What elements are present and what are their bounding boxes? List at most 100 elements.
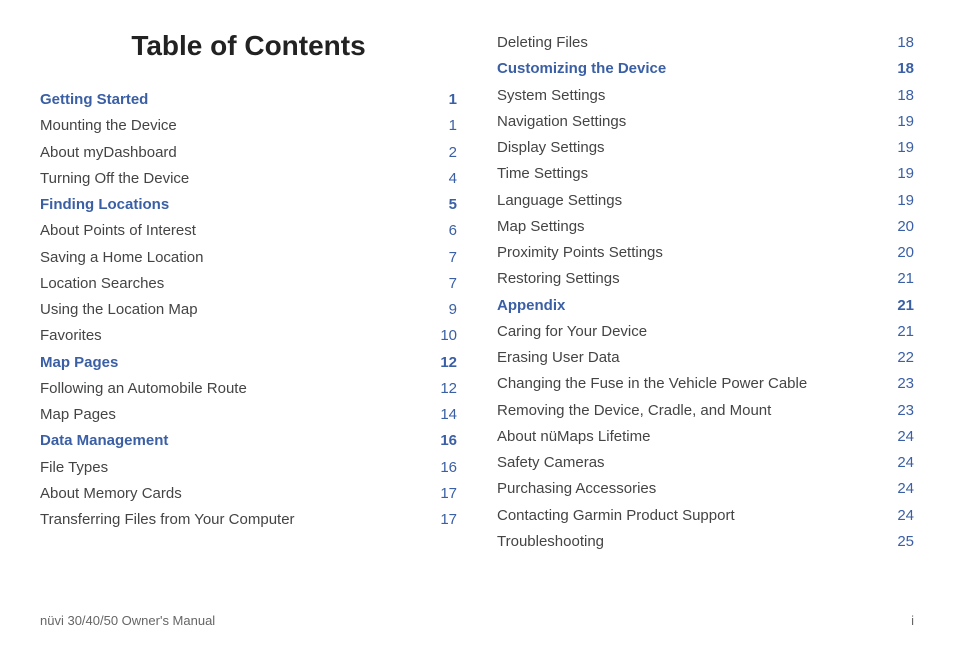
- toc-label: Turning Off the Device: [40, 166, 189, 192]
- toc-page-number: 1: [449, 113, 457, 139]
- toc-label: Purchasing Accessories: [497, 476, 656, 502]
- toc-page-number: 19: [897, 135, 914, 161]
- toc-item-row[interactable]: Safety Cameras24: [497, 450, 914, 476]
- toc-section-row[interactable]: Data Management 16: [40, 428, 457, 454]
- toc-item-row[interactable]: Display Settings 19: [497, 135, 914, 161]
- toc-page-number: 24: [897, 450, 914, 476]
- document-page: Table of ContentsGetting Started1Mountin…: [0, 0, 954, 648]
- toc-item-row[interactable]: Following an Automobile Route12: [40, 376, 457, 402]
- toc-item-row[interactable]: Map Pages14: [40, 402, 457, 428]
- toc-label: About Points of Interest: [40, 218, 196, 244]
- toc-label: Navigation Settings: [497, 109, 626, 135]
- toc-label: Following an Automobile Route: [40, 376, 247, 402]
- toc-label: Deleting Files: [497, 30, 588, 56]
- toc-item-row[interactable]: Removing the Device, Cradle, and Mount 23: [497, 398, 914, 424]
- footer-right: i: [911, 613, 914, 628]
- toc-page-number: 18: [897, 30, 914, 56]
- toc-label: Restoring Settings: [497, 266, 620, 292]
- toc-item-row[interactable]: Saving a Home Location 7: [40, 245, 457, 271]
- toc-item-row[interactable]: System Settings18: [497, 83, 914, 109]
- toc-item-row[interactable]: Map Settings 20: [497, 214, 914, 240]
- toc-item-row[interactable]: About Memory Cards 17: [40, 481, 457, 507]
- toc-label: Proximity Points Settings: [497, 240, 663, 266]
- toc-page-number: 6: [449, 218, 457, 244]
- toc-section-row[interactable]: Map Pages 12: [40, 350, 457, 376]
- toc-section-row[interactable]: Getting Started 1: [40, 87, 457, 113]
- toc-item-row[interactable]: About myDashboard2: [40, 140, 457, 166]
- toc-label: Caring for Your Device: [497, 319, 647, 345]
- toc-page-number: 24: [897, 424, 914, 450]
- toc-label: File Types: [40, 455, 108, 481]
- toc-title: Table of Contents: [40, 30, 457, 62]
- toc-item-row[interactable]: Deleting Files 18: [497, 30, 914, 56]
- toc-label: Appendix: [497, 293, 565, 319]
- toc-item-row[interactable]: Proximity Points Settings20: [497, 240, 914, 266]
- toc-page-number: 21: [897, 319, 914, 345]
- toc-label: Finding Locations: [40, 192, 169, 218]
- toc-label: Transferring Files from Your Computer: [40, 507, 295, 533]
- toc-item-row[interactable]: Contacting Garmin Product Support24: [497, 503, 914, 529]
- toc-column: Table of ContentsGetting Started1Mountin…: [40, 30, 457, 603]
- toc-page-number: 20: [897, 214, 914, 240]
- toc-section-row[interactable]: Finding Locations 5: [40, 192, 457, 218]
- toc-item-row[interactable]: Changing the Fuse in the Vehicle Power C…: [497, 371, 914, 397]
- toc-page-number: 16: [440, 428, 457, 454]
- toc-label: Mounting the Device: [40, 113, 177, 139]
- toc-page-number: 25: [897, 529, 914, 555]
- toc-label: Saving a Home Location: [40, 245, 203, 271]
- toc-label: Data Management: [40, 428, 168, 454]
- page-footer: nüvi 30/40/50 Owner's Manual i: [40, 613, 914, 628]
- toc-item-row[interactable]: Purchasing Accessories24: [497, 476, 914, 502]
- toc-label: About Memory Cards: [40, 481, 182, 507]
- toc-label: Map Pages: [40, 402, 116, 428]
- toc-page-number: 18: [897, 83, 914, 109]
- toc-item-row[interactable]: Mounting the Device 1: [40, 113, 457, 139]
- toc-columns: Table of ContentsGetting Started1Mountin…: [40, 30, 914, 603]
- toc-item-row[interactable]: Turning Off the Device 4: [40, 166, 457, 192]
- toc-item-row[interactable]: About nüMaps Lifetime24: [497, 424, 914, 450]
- toc-page-number: 7: [449, 271, 457, 297]
- toc-label: Language Settings: [497, 188, 622, 214]
- toc-item-row[interactable]: Restoring Settings 21: [497, 266, 914, 292]
- toc-page-number: 22: [897, 345, 914, 371]
- toc-page-number: 10: [440, 323, 457, 349]
- toc-label: Location Searches: [40, 271, 164, 297]
- toc-label: Display Settings: [497, 135, 605, 161]
- toc-label: Map Pages: [40, 350, 118, 376]
- toc-item-row[interactable]: Transferring Files from Your Computer17: [40, 507, 457, 533]
- toc-item-row[interactable]: Caring for Your Device 21: [497, 319, 914, 345]
- toc-item-row[interactable]: Using the Location Map9: [40, 297, 457, 323]
- toc-page-number: 1: [449, 87, 457, 113]
- toc-page-number: 23: [897, 398, 914, 424]
- toc-item-row[interactable]: Erasing User Data 22: [497, 345, 914, 371]
- toc-page-number: 19: [897, 161, 914, 187]
- toc-section-row[interactable]: Customizing the Device18: [497, 56, 914, 82]
- toc-label: Customizing the Device: [497, 56, 666, 82]
- toc-item-row[interactable]: About Points of Interest 6: [40, 218, 457, 244]
- toc-label: Getting Started: [40, 87, 148, 113]
- toc-item-row[interactable]: Troubleshooting25: [497, 529, 914, 555]
- toc-label: Removing the Device, Cradle, and Mount: [497, 398, 771, 424]
- toc-page-number: 12: [440, 350, 457, 376]
- toc-label: Favorites: [40, 323, 102, 349]
- toc-page-number: 7: [449, 245, 457, 271]
- toc-item-row[interactable]: Favorites 10: [40, 323, 457, 349]
- toc-label: Time Settings: [497, 161, 588, 187]
- toc-section-row[interactable]: Appendix21: [497, 293, 914, 319]
- toc-page-number: 5: [449, 192, 457, 218]
- toc-label: Erasing User Data: [497, 345, 620, 371]
- toc-page-number: 21: [897, 266, 914, 292]
- toc-item-row[interactable]: Location Searches 7: [40, 271, 457, 297]
- toc-label: Changing the Fuse in the Vehicle Power C…: [497, 371, 807, 397]
- toc-item-row[interactable]: Language Settings19: [497, 188, 914, 214]
- toc-page-number: 16: [440, 455, 457, 481]
- toc-page-number: 17: [440, 481, 457, 507]
- toc-item-row[interactable]: Time Settings 19: [497, 161, 914, 187]
- toc-page-number: 2: [449, 140, 457, 166]
- toc-label: Map Settings: [497, 214, 585, 240]
- toc-item-row[interactable]: File Types 16: [40, 455, 457, 481]
- toc-item-row[interactable]: Navigation Settings 19: [497, 109, 914, 135]
- toc-page-number: 19: [897, 109, 914, 135]
- toc-page-number: 4: [449, 166, 457, 192]
- toc-label: Contacting Garmin Product Support: [497, 503, 735, 529]
